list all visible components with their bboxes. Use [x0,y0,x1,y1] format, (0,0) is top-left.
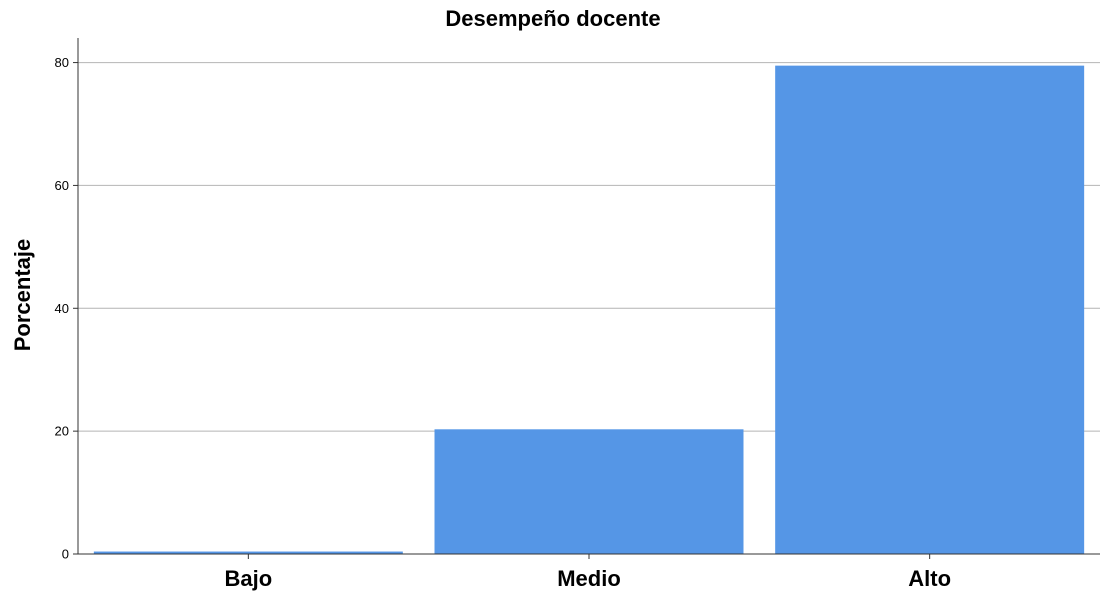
chart-title: Desempeño docente [445,6,660,31]
x-tick-label: Medio [557,566,621,591]
x-axis-ticks: Bajo Medio Alto [224,554,951,591]
y-tick-label: 60 [55,178,69,193]
bars [93,65,1085,555]
y-tick-label: 40 [55,301,69,316]
x-tick-label: Alto [908,566,951,591]
bar-medio [434,429,744,554]
bar-bajo [93,551,403,554]
y-axis-ticks: 0 20 40 60 80 [55,55,78,562]
y-tick-label: 20 [55,424,69,439]
bar-alto [775,65,1085,555]
y-axis-label: Porcentaje [10,239,35,352]
x-tick-label: Bajo [224,566,272,591]
y-tick-label: 80 [55,55,69,70]
y-tick-label: 0 [62,547,69,562]
